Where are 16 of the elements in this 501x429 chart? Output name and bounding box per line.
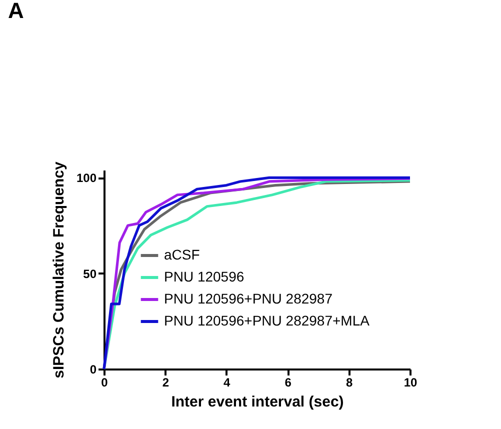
x-tick-label: 10 <box>404 376 418 390</box>
y-tick-label: 50 <box>83 266 97 281</box>
y-tick-label: 100 <box>76 171 97 186</box>
y-tick-label: 0 <box>90 362 97 376</box>
x-tick-label: 2 <box>162 376 170 390</box>
legend-label: PNU 120596 <box>164 268 244 284</box>
x-tick-label: 0 <box>101 376 108 390</box>
legend-label: aCSF <box>164 246 200 262</box>
y-axis-title: sIPSCs Cumulative Frequency <box>50 160 68 378</box>
legend-label: PNU 120596+PNU 282987+MLA <box>164 312 370 328</box>
x-tick-label: 4 <box>224 376 231 390</box>
legend-label: PNU 120596+PNU 282987 <box>164 290 333 306</box>
x-axis-title: Inter event interval (sec) <box>171 394 344 410</box>
x-tick-label: 8 <box>346 376 353 390</box>
x-tick-label: 6 <box>284 376 292 390</box>
chart-title: A <box>8 0 24 24</box>
